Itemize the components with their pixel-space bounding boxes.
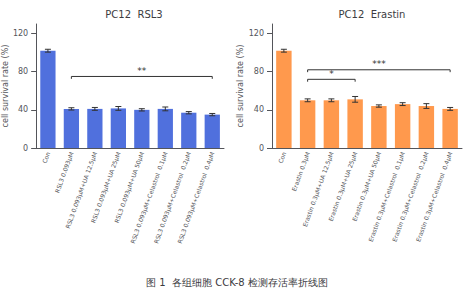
- svg-text:RSL3 0.093μM+UA 50μM: RSL3 0.093μM+UA 50μM: [112, 150, 146, 224]
- svg-text:RSL3 0.093μM+UA 12.5μM: RSL3 0.093μM+UA 12.5μM: [63, 150, 99, 230]
- svg-text:0: 0: [23, 144, 28, 153]
- svg-text:80: 80: [18, 67, 28, 76]
- svg-text:**: **: [137, 66, 147, 76]
- svg-text:PC12 Erastin: PC12 Erastin: [339, 9, 406, 20]
- svg-text:cell survival rate (%): cell survival rate (%): [236, 45, 245, 128]
- svg-text:Erastin 0.3μM+Celastrol 0.2μM: Erastin 0.3μM+Celastrol 0.2μM: [390, 150, 430, 243]
- svg-text:Con: Con: [41, 151, 52, 165]
- svg-text:RSL3 0.093μM+UA 25μM: RSL3 0.093μM+UA 25μM: [89, 150, 122, 224]
- svg-text:RSL3 0.093μM+Celastrol 0.4μM: RSL3 0.093μM+Celastrol 0.4μM: [176, 151, 217, 245]
- svg-text:Erastin 0.3μM+UA 25μM: Erastin 0.3μM+UA 25μM: [326, 150, 359, 223]
- svg-text:PC12 RSL3: PC12 RSL3: [105, 9, 162, 20]
- svg-text:40: 40: [254, 105, 264, 114]
- svg-text:Erastin 0.3μM+UA 12.5μM: Erastin 0.3μM+UA 12.5μM: [301, 150, 335, 228]
- svg-text:40: 40: [18, 105, 28, 114]
- svg-text:Erastin 0.3μM+Celastrol 0.4μM: Erastin 0.3μM+Celastrol 0.4μM: [414, 151, 454, 243]
- svg-text:120: 120: [13, 29, 28, 38]
- svg-text:***: ***: [372, 59, 386, 69]
- svg-text:图 1 各组细胞 CCK-8 检测存活率折线图: 图 1 各组细胞 CCK-8 检测存活率折线图: [146, 277, 328, 288]
- svg-text:RSL3 0.093μM+Celastrol 0.2μM: RSL3 0.093μM+Celastrol 0.2μM: [152, 150, 193, 245]
- svg-text:80: 80: [254, 67, 264, 76]
- svg-text:RSL3 0.093μM+Celastrol 0.1μM: RSL3 0.093μM+Celastrol 0.1μM: [128, 150, 169, 245]
- svg-text:Con: Con: [277, 151, 288, 165]
- svg-text:Erastin 0.3μM+UA 50μM: Erastin 0.3μM+UA 50μM: [350, 150, 383, 223]
- svg-text:RSL3 0.093μM: RSL3 0.093μM: [53, 151, 75, 194]
- svg-text:*: *: [329, 69, 334, 79]
- svg-text:120: 120: [249, 29, 264, 38]
- svg-text:cell survival rate (%): cell survival rate (%): [1, 45, 10, 128]
- svg-text:Erastin 0.3μM+Celastrol 0.1μM: Erastin 0.3μM+Celastrol 0.1μM: [366, 150, 406, 243]
- svg-text:0: 0: [259, 144, 264, 153]
- svg-text:Erastin 0.3μM: Erastin 0.3μM: [290, 151, 312, 193]
